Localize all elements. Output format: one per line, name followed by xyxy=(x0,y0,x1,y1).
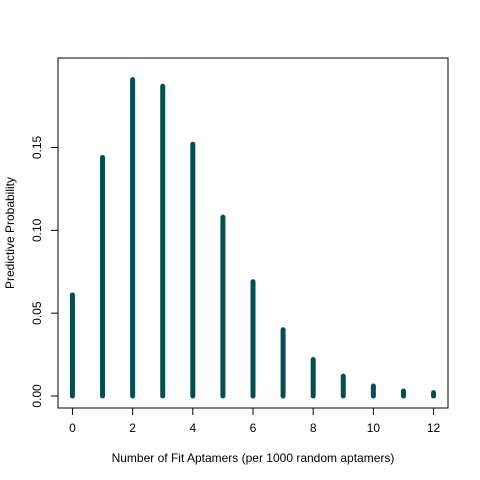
x-tick-label: 4 xyxy=(189,421,196,435)
y-tick-label: 0.05 xyxy=(30,301,44,325)
x-tick-label: 2 xyxy=(129,421,136,435)
y-axis: 0.00 0.05 0.10 0.15 xyxy=(30,136,59,408)
y-tick-label: 0.10 xyxy=(30,218,44,242)
x-tick-label: 12 xyxy=(427,421,441,435)
x-tick-label: 8 xyxy=(310,421,317,435)
y-axis-label: Predictive Probability xyxy=(3,177,17,289)
y-tick-label: 0.00 xyxy=(30,384,44,408)
bars xyxy=(69,77,437,399)
y-tick-label: 0.15 xyxy=(30,136,44,160)
x-axis-label: Number of Fit Aptamers (per 1000 random … xyxy=(112,451,395,465)
x-tick-label: 10 xyxy=(367,421,381,435)
x-tick-label: 0 xyxy=(69,421,76,435)
x-axis: 0 2 4 6 8 10 12 xyxy=(69,407,441,435)
x-tick-label: 6 xyxy=(250,421,257,435)
